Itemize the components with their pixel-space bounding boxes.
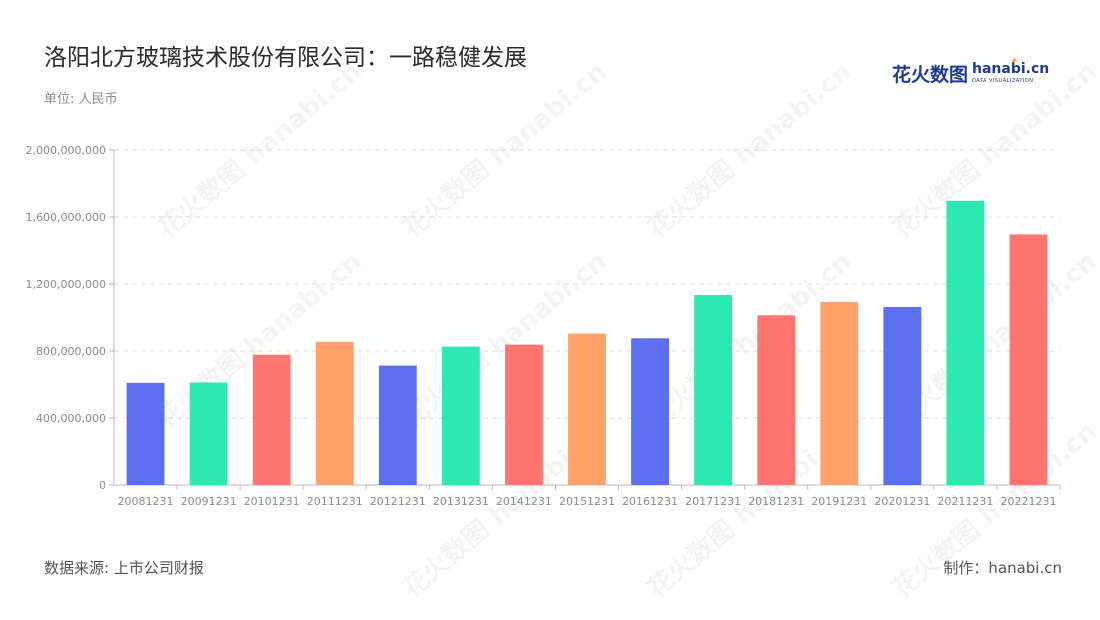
bar [315, 341, 354, 485]
bar [568, 333, 606, 485]
bar [189, 382, 228, 485]
logo-en-text: hanabi.cn [972, 61, 1050, 77]
y-tick-label: 2,000,000,000 [26, 144, 106, 157]
unit-label: 单位: 人民币 [44, 92, 118, 107]
y-tick-label: 1,600,000,000 [26, 211, 106, 224]
bar [757, 315, 796, 485]
x-tick-label: 20181231 [748, 495, 804, 508]
x-tick-label: 20121231 [370, 495, 426, 508]
bar [631, 338, 669, 485]
bar [252, 354, 291, 485]
bar [694, 295, 733, 485]
x-tick-label: 20211231 [937, 495, 993, 508]
x-tick-label: 20081231 [118, 495, 174, 508]
bar [441, 346, 480, 485]
bar [378, 365, 417, 485]
x-tick-label: 20101231 [244, 495, 300, 508]
bar [883, 306, 922, 485]
spark-icon: ✦ [1010, 56, 1019, 67]
x-tick-label: 20091231 [181, 495, 237, 508]
x-tick-label: 20191231 [811, 495, 867, 508]
x-tick-label: 20161231 [622, 495, 678, 508]
x-tick-label: 20201231 [874, 495, 930, 508]
x-tick-label: 20221231 [1000, 495, 1056, 508]
brand-logo: 花火数图 hanabi.cn DATA VISUALIZATION ✦ [892, 56, 1049, 86]
bar [505, 344, 543, 485]
logo-sub-text: DATA VISUALIZATION [972, 78, 1034, 84]
y-tick-label: 1,200,000,000 [26, 278, 106, 291]
x-tick-label: 20141231 [496, 495, 552, 508]
maker-credit: 制作：hanabi.cn [943, 559, 1062, 577]
y-tick-label: 0 [99, 479, 106, 492]
bar [126, 382, 165, 485]
x-tick-label: 20151231 [559, 495, 615, 508]
chart-title: 洛阳北方玻璃技术股份有限公司：一路稳健发展 [44, 45, 527, 71]
x-tick-label: 20171231 [685, 495, 741, 508]
x-tick-label: 20111231 [307, 495, 363, 508]
y-tick-label: 800,000,000 [36, 345, 106, 358]
bar [946, 200, 985, 485]
x-tick-label: 20131231 [433, 495, 489, 508]
y-tick-label: 400,000,000 [36, 412, 106, 425]
bar [820, 301, 859, 485]
logo-cn-text: 花火数图 [892, 64, 969, 86]
data-source: 数据来源: 上市公司财报 [44, 559, 204, 577]
bar [1009, 234, 1048, 485]
